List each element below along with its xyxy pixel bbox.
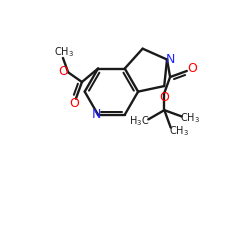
Text: N: N [92, 108, 102, 121]
Text: O: O [58, 65, 68, 78]
Text: O: O [70, 97, 80, 110]
Text: O: O [159, 90, 169, 104]
Text: O: O [187, 62, 197, 76]
Text: H$_3$C: H$_3$C [129, 114, 149, 128]
Text: CH$_3$: CH$_3$ [169, 124, 189, 138]
Text: CH$_3$: CH$_3$ [180, 111, 201, 125]
Text: N: N [165, 53, 175, 66]
Text: CH$_3$: CH$_3$ [54, 46, 74, 60]
